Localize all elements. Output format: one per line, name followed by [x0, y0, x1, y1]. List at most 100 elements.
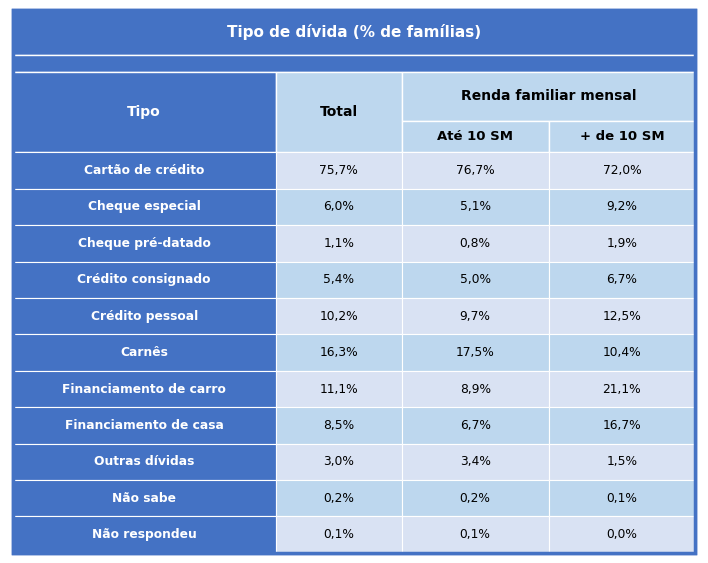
Bar [13, 407, 275, 444]
Text: 9,2%: 9,2% [607, 200, 637, 213]
Bar [401, 516, 549, 553]
Bar [549, 298, 695, 334]
Text: 10,4%: 10,4% [603, 346, 641, 359]
Text: 16,3%: 16,3% [319, 346, 358, 359]
Bar [275, 334, 401, 371]
Bar [549, 516, 695, 553]
Bar [549, 189, 695, 225]
Bar [275, 407, 401, 444]
Text: 11,1%: 11,1% [319, 382, 358, 396]
Text: 1,5%: 1,5% [606, 455, 637, 468]
Bar [13, 371, 275, 407]
Text: 5,1%: 5,1% [459, 200, 491, 213]
Text: 0,2%: 0,2% [459, 491, 491, 505]
Bar [549, 225, 695, 262]
Bar [549, 153, 695, 189]
Text: 9,7%: 9,7% [459, 310, 491, 323]
Bar [275, 444, 401, 480]
Text: 8,5%: 8,5% [323, 419, 354, 432]
Text: 5,0%: 5,0% [459, 273, 491, 286]
Bar [549, 371, 695, 407]
Text: Cheque especial: Cheque especial [88, 200, 200, 213]
Bar [13, 444, 275, 480]
Text: Crédito pessoal: Crédito pessoal [91, 310, 198, 323]
Text: 1,9%: 1,9% [607, 237, 637, 250]
Text: 16,7%: 16,7% [603, 419, 641, 432]
Bar [401, 480, 549, 516]
Text: 3,4%: 3,4% [459, 455, 491, 468]
Bar [401, 407, 549, 444]
Text: 0,2%: 0,2% [324, 491, 354, 505]
Bar [549, 444, 695, 480]
Text: 75,7%: 75,7% [319, 164, 358, 177]
Text: 8,9%: 8,9% [459, 382, 491, 396]
Text: + de 10 SM: + de 10 SM [580, 130, 664, 143]
Bar [13, 153, 275, 189]
Text: Cheque pré-datado: Cheque pré-datado [78, 237, 210, 250]
Bar [401, 121, 549, 153]
Text: Financiamento de carro: Financiamento de carro [62, 382, 226, 396]
Bar [275, 298, 401, 334]
Text: Não respondeu: Não respondeu [92, 528, 197, 541]
Bar [275, 371, 401, 407]
Bar [549, 334, 695, 371]
Text: 10,2%: 10,2% [319, 310, 358, 323]
Text: Cartão de crédito: Cartão de crédito [84, 164, 205, 177]
Text: Carnês: Carnês [120, 346, 168, 359]
Bar [13, 516, 275, 553]
Text: Total: Total [319, 105, 358, 119]
Bar [275, 480, 401, 516]
Text: 0,8%: 0,8% [459, 237, 491, 250]
Text: 72,0%: 72,0% [603, 164, 641, 177]
Text: 0,0%: 0,0% [607, 528, 637, 541]
Text: 76,7%: 76,7% [456, 164, 494, 177]
Bar [549, 407, 695, 444]
Bar [13, 72, 275, 153]
Bar [275, 516, 401, 553]
Text: Renda familiar mensal: Renda familiar mensal [461, 90, 636, 104]
Bar [13, 10, 695, 55]
Bar [275, 189, 401, 225]
Text: Financiamento de casa: Financiamento de casa [64, 419, 224, 432]
Bar [549, 121, 695, 153]
Bar [13, 189, 275, 225]
Bar [401, 371, 549, 407]
Bar [13, 225, 275, 262]
Bar [401, 262, 549, 298]
Bar [13, 480, 275, 516]
Bar [13, 298, 275, 334]
Text: 5,4%: 5,4% [323, 273, 354, 286]
Bar [13, 262, 275, 298]
Bar [401, 153, 549, 189]
Text: Até 10 SM: Até 10 SM [437, 130, 513, 143]
Text: 6,7%: 6,7% [459, 419, 491, 432]
Bar [549, 480, 695, 516]
Bar [13, 334, 275, 371]
Bar [401, 225, 549, 262]
Text: Tipo: Tipo [127, 105, 161, 119]
Bar [275, 153, 401, 189]
Text: Outras dívidas: Outras dívidas [94, 455, 194, 468]
Text: 0,1%: 0,1% [459, 528, 491, 541]
Bar [13, 55, 695, 72]
Text: 0,1%: 0,1% [607, 491, 637, 505]
Bar [401, 189, 549, 225]
Bar [275, 72, 401, 153]
Text: 1,1%: 1,1% [324, 237, 354, 250]
Text: 12,5%: 12,5% [603, 310, 641, 323]
Bar [401, 444, 549, 480]
Text: Não sabe: Não sabe [112, 491, 176, 505]
Bar [275, 225, 401, 262]
Bar [401, 334, 549, 371]
Text: 3,0%: 3,0% [324, 455, 354, 468]
Text: Crédito consignado: Crédito consignado [77, 273, 211, 286]
Bar [401, 298, 549, 334]
Text: 17,5%: 17,5% [456, 346, 494, 359]
Text: 6,0%: 6,0% [324, 200, 354, 213]
Text: 21,1%: 21,1% [603, 382, 641, 396]
Bar [549, 262, 695, 298]
Bar [275, 262, 401, 298]
Text: 0,1%: 0,1% [324, 528, 354, 541]
Text: 6,7%: 6,7% [607, 273, 637, 286]
Bar [401, 72, 695, 121]
